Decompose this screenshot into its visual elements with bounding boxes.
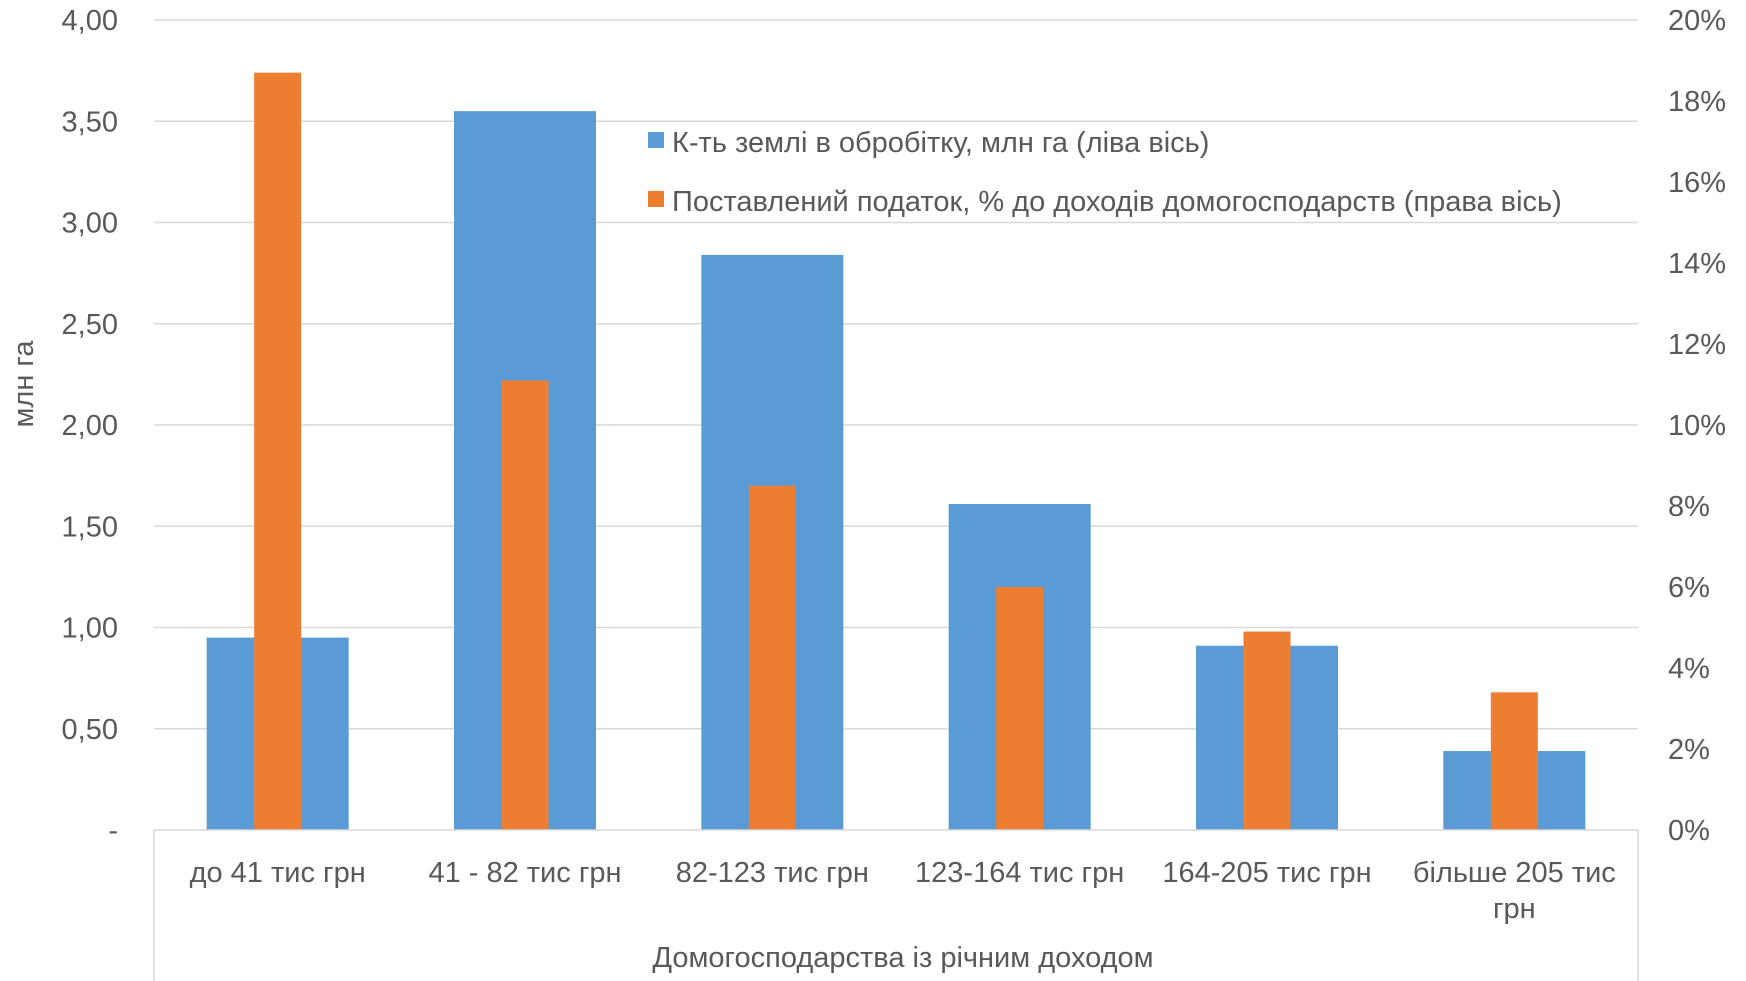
left-axis-ticks: - 0,50 1,00 1,50 2,00 2,50 3,00 3,50 4,00 — [62, 5, 118, 847]
bar-tax — [1490, 692, 1538, 830]
right-tick-label: 2% — [1668, 734, 1710, 766]
right-tick-label: 10% — [1668, 410, 1726, 442]
left-tick-label: - — [108, 815, 118, 847]
left-tick-label: 2,50 — [62, 309, 118, 341]
left-tick-label: 0,50 — [62, 714, 118, 746]
category-label: 82-123 тис грн — [676, 857, 869, 889]
right-tick-label: 12% — [1668, 329, 1726, 361]
right-tick-label: 8% — [1668, 491, 1710, 523]
category-labels: до 41 тис грн 41 - 82 тис грн 82-123 тис г… — [190, 857, 1616, 925]
legend-swatch-land — [648, 132, 664, 148]
gridlines — [154, 19, 1638, 730]
left-tick-label: 1,00 — [62, 613, 118, 645]
category-label: до 41 тис грн — [190, 857, 366, 889]
category-label: більше 205 тис — [1413, 857, 1616, 889]
legend-label-tax: Поставлений податок, % до доходів домого… — [672, 186, 1562, 218]
land-bars — [206, 111, 1586, 830]
left-tick-label: 1,50 — [62, 511, 118, 543]
right-tick-label: 6% — [1668, 572, 1710, 604]
right-tick-label: 16% — [1668, 167, 1726, 199]
tax-bars — [254, 72, 1538, 830]
legend-label-land: К-ть землі в обробітку, млн га (ліва віс… — [672, 127, 1209, 159]
bar-tax — [1243, 631, 1291, 830]
left-tick-label: 3,00 — [62, 208, 118, 240]
right-tick-label: 14% — [1668, 248, 1726, 280]
right-tick-label: 4% — [1668, 653, 1710, 685]
bar-tax — [501, 380, 549, 830]
bar-tax — [996, 587, 1044, 830]
category-label: 123-164 тис грн — [915, 857, 1124, 889]
legend: К-ть землі в обробітку, млн га (ліва віс… — [648, 127, 1562, 218]
axes — [153, 829, 1639, 981]
left-tick-label: 4,00 — [62, 5, 118, 37]
left-tick-label: 2,00 — [62, 410, 118, 442]
right-tick-label: 20% — [1668, 5, 1726, 37]
right-axis-ticks: 0% 2% 4% 6% 8% 10% 12% 14% 16% 18% 20% — [1668, 5, 1726, 847]
category-label: 41 - 82 тис грн — [428, 857, 621, 889]
right-tick-label: 18% — [1668, 86, 1726, 118]
category-label: грн — [1493, 893, 1536, 925]
bar-tax — [254, 72, 302, 830]
legend-swatch-tax — [648, 191, 664, 207]
left-tick-label: 3,50 — [62, 106, 118, 138]
x-axis-title: Домогосподарства із річним доходом — [652, 942, 1153, 974]
category-label: 164-205 тис грн — [1162, 857, 1371, 889]
y-axis-title-left: млн га — [8, 340, 40, 428]
bar-tax — [748, 485, 796, 830]
right-tick-label: 0% — [1668, 815, 1710, 847]
